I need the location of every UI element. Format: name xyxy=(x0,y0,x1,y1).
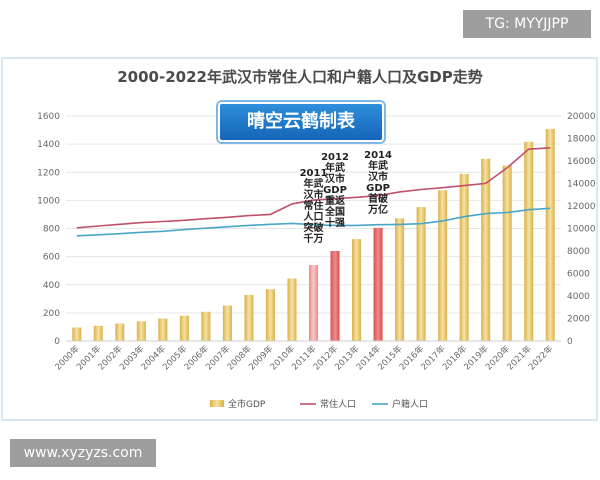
line-resident-population xyxy=(76,147,551,229)
bar-gdp xyxy=(265,289,275,341)
bar-gdp xyxy=(179,315,189,341)
y-right-tick-label: 14000 xyxy=(567,180,596,190)
y-right-tick-label: 12000 xyxy=(567,202,596,212)
watermark-bottom: www.xyzyzs.com xyxy=(10,439,156,467)
bar-gdp xyxy=(287,278,297,341)
bar-gdp xyxy=(545,128,555,341)
y-left-tick-label: 600 xyxy=(43,253,60,263)
bar-gdp xyxy=(308,265,319,341)
bar-gdp xyxy=(373,227,383,341)
y-right-tick-label: 10000 xyxy=(567,225,596,235)
banner-label: 晴空云鹤制表 xyxy=(218,102,384,142)
y-right-tick-label: 16000 xyxy=(567,157,596,167)
legend-label: 户籍人口 xyxy=(392,398,428,410)
y-left-tick-label: 1600 xyxy=(37,112,60,122)
bar-gdp xyxy=(136,321,146,341)
chart-title: 2000-2022年武汉市常住人口和户籍人口及GDP走势 xyxy=(117,68,483,86)
y-left-tick-label: 400 xyxy=(43,281,60,291)
y-right-tick-label: 18000 xyxy=(567,135,596,145)
y-left-tick-label: 1000 xyxy=(37,196,60,206)
bar-gdp xyxy=(158,318,168,341)
bar-gdp xyxy=(93,325,103,341)
y-left-tick-label: 1200 xyxy=(37,168,60,178)
bar-gdp xyxy=(330,251,340,341)
y-right-tick-label: 2000 xyxy=(567,315,590,325)
annotation-14: 2014 年武 汉市 GDP 首破 万亿 xyxy=(364,150,392,216)
y-left-tick-label: 800 xyxy=(43,225,60,235)
bar-gdp xyxy=(201,311,211,341)
line-registered-population xyxy=(76,207,551,237)
bar-gdp xyxy=(395,218,405,341)
bar-gdp xyxy=(438,190,448,341)
bar-gdp xyxy=(72,327,82,341)
x-tick-label: 2022年 xyxy=(526,343,555,372)
y-left-tick-label: 1400 xyxy=(37,140,60,150)
annotation-12: 2012 年武 汉市 GDP 重返 全国 十强 xyxy=(321,152,349,229)
y-right-tick-label: 4000 xyxy=(567,292,590,302)
bar-gdp xyxy=(416,207,426,341)
legend-label: 全市GDP xyxy=(228,398,266,410)
y-left-tick-label: 200 xyxy=(43,309,60,319)
bar-gdp xyxy=(244,294,254,341)
bar-gdp xyxy=(524,141,534,341)
bar-gdp xyxy=(352,239,362,341)
bar-gdp xyxy=(222,305,232,341)
y-right-tick-label: 20000 xyxy=(567,112,596,122)
bar-gdp xyxy=(459,173,469,341)
legend-swatch-gdp xyxy=(210,400,224,407)
y-right-tick-label: 0 xyxy=(567,337,573,347)
bar-gdp xyxy=(502,165,512,341)
y-left-tick-label: 0 xyxy=(54,337,60,347)
annotation-11: 2011 年武 汉市 常住 人口 突破 千万 xyxy=(299,168,328,245)
bar-gdp xyxy=(115,323,125,341)
legend-label: 常住人口 xyxy=(320,398,356,410)
watermark-top: TG: MYYJJPP xyxy=(463,10,591,38)
y-right-tick-label: 8000 xyxy=(567,247,590,257)
bar-gdp xyxy=(481,158,491,341)
y-right-tick-label: 6000 xyxy=(567,270,590,280)
